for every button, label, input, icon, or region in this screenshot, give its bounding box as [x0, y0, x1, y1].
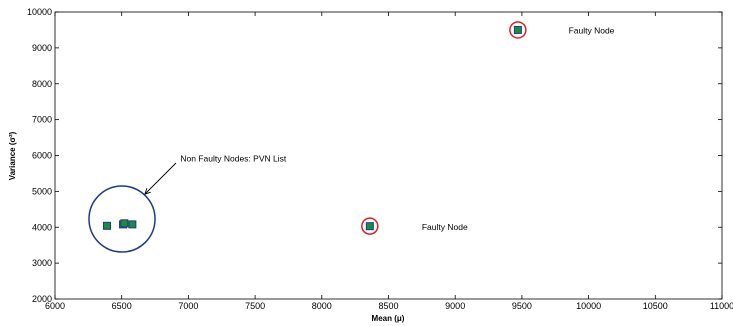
x-tick-label: 10000	[576, 301, 601, 311]
x-tick-label: 6000	[45, 301, 65, 311]
highlight-circles	[88, 21, 527, 253]
plot-area	[54, 11, 723, 300]
y-tick-label: 6000	[32, 151, 52, 161]
x-tick-label: 7500	[245, 301, 265, 311]
data-point	[365, 222, 374, 231]
data-points	[103, 25, 522, 231]
arrow-shaft	[144, 162, 177, 195]
y-tick-label: 4000	[32, 222, 52, 232]
x-tick-label: 9500	[512, 301, 532, 311]
data-point	[513, 25, 522, 34]
y-tick-label: 8000	[32, 79, 52, 89]
data-point	[103, 221, 112, 230]
x-tick-label: 6500	[112, 301, 132, 311]
faulty-node-label-middle: Faulty Node	[422, 222, 468, 232]
x-tick-label: 7000	[178, 301, 198, 311]
faulty-node-label-top: Faulty Node	[569, 26, 615, 36]
y-tick-label: 10000	[27, 7, 52, 17]
arrow-head	[144, 188, 151, 195]
x-tick-label: 8000	[312, 301, 332, 311]
x-axis-title: Mean (μ)	[372, 314, 405, 323]
x-tick-label: 8500	[378, 301, 398, 311]
x-axis-ticks: 6000 6500 7000 7500 8000 8500 9000 9500 10000 105…	[45, 12, 733, 311]
non-faulty-cluster-circle	[88, 185, 156, 253]
non-faulty-nodes-label: Non Faulty Nodes: PVN List	[180, 153, 286, 163]
faulty-node-circle	[509, 21, 527, 39]
y-axis-title: Variance (σ²)	[8, 131, 17, 180]
faulty-node-circle	[361, 217, 379, 235]
data-point	[128, 220, 137, 229]
y-axis-ticks: 2000 3000 4000 5000 6000 7000 8000 9000 10000	[27, 7, 722, 304]
x-tick-label: 10500	[643, 301, 668, 311]
y-tick-label: 5000	[32, 186, 52, 196]
y-tick-label: 2000	[32, 294, 52, 304]
x-tick-label: 11000	[710, 301, 733, 311]
y-tick-label: 7000	[32, 115, 52, 125]
annotation-arrow	[144, 162, 177, 195]
data-point	[120, 219, 129, 228]
y-tick-label: 3000	[32, 258, 52, 268]
y-tick-label: 9000	[32, 43, 52, 53]
x-tick-label: 9000	[445, 301, 465, 311]
